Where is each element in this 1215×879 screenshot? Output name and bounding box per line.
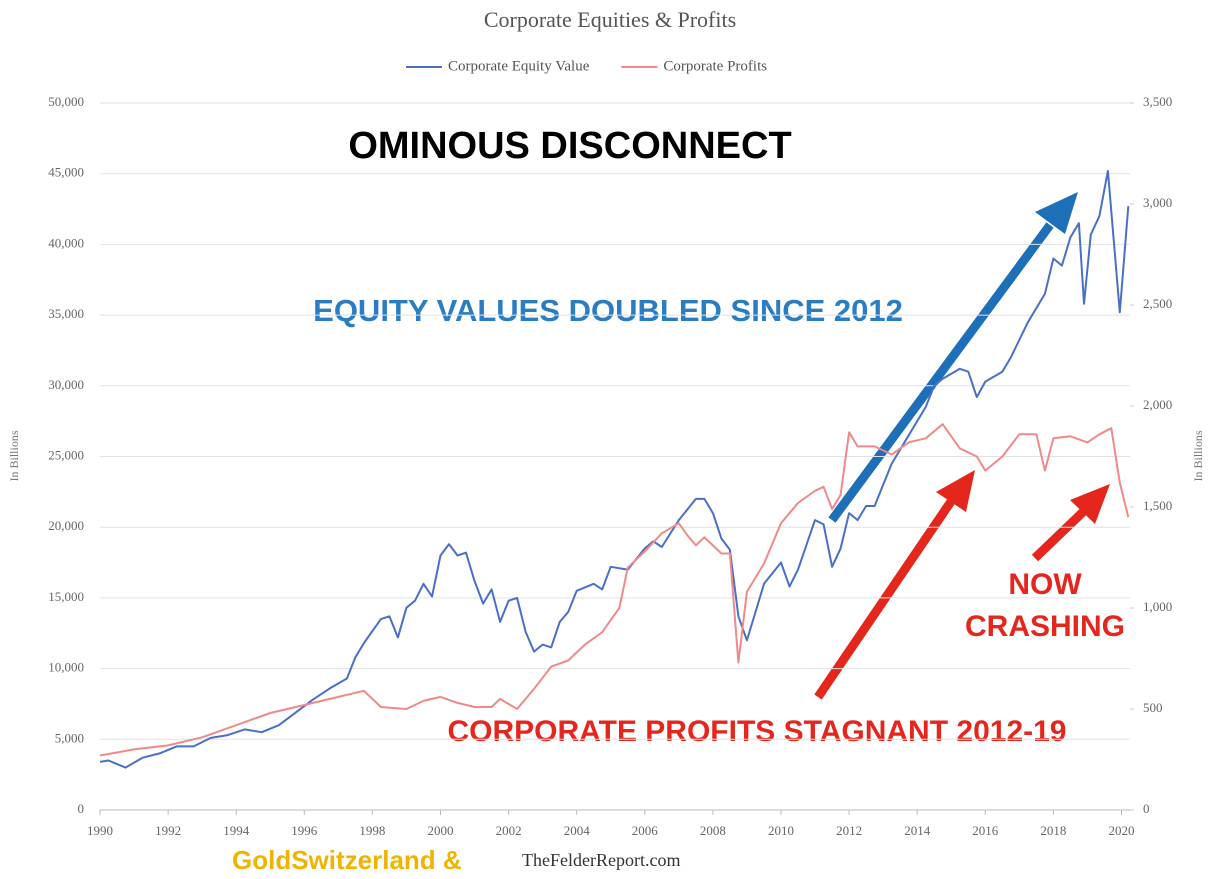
arrow-head [1035, 192, 1078, 234]
y-tick-label: 15,000 [48, 589, 84, 604]
x-tick-label: 2006 [632, 823, 659, 838]
arrow-head [936, 470, 975, 512]
arrow [828, 222, 1054, 523]
x-tick-label: 2020 [1108, 823, 1134, 838]
annotations: OMINOUS DISCONNECT EQUITY VALUES DOUBLED… [313, 125, 1125, 748]
legend-label: Corporate Equity Value [448, 58, 590, 74]
arrow [1031, 506, 1089, 562]
y-tick-label: 40,000 [48, 235, 84, 250]
y-tick-label: 45,000 [48, 165, 84, 180]
annotation: NOW [1008, 568, 1082, 601]
annotation: CORPORATE PROFITS STAGNANT 2012-19 [448, 715, 1067, 748]
y2-tick-label: 3,000 [1143, 195, 1172, 210]
y2-tick-label: 3,500 [1143, 94, 1172, 109]
y2-tick-label: 0 [1143, 801, 1150, 816]
annotation: EQUITY VALUES DOUBLED SINCE 2012 [313, 293, 903, 328]
credit: TheFelderReport.com [522, 850, 680, 870]
y-tick-label: 25,000 [48, 447, 84, 462]
y-tick-label: 50,000 [48, 94, 84, 109]
y2-tick-label: 2,000 [1143, 397, 1172, 412]
y-tick-label: 10,000 [48, 660, 84, 675]
arrow [814, 497, 956, 700]
y-tick-label: 20,000 [48, 518, 84, 533]
x-tick-label: 1996 [291, 823, 318, 838]
y-tick-label: 0 [78, 801, 85, 816]
x-tick-label: 1992 [155, 823, 181, 838]
x-tick-label: 2018 [1040, 823, 1066, 838]
x-tick-label: 2008 [700, 823, 726, 838]
y2-tick-label: 1,000 [1143, 599, 1172, 614]
y2-tick-label: 1,500 [1143, 498, 1172, 513]
legend-label: Corporate Profits [663, 58, 767, 74]
x-tick-label: 2012 [836, 823, 862, 838]
y2-tick-label: 500 [1143, 700, 1163, 715]
x-tick-label: 2014 [904, 823, 931, 838]
x-tick-label: 2000 [427, 823, 453, 838]
annotation: OMINOUS DISCONNECT [348, 125, 791, 167]
x-tick-label: 1990 [87, 823, 113, 838]
arrow-head [1070, 484, 1110, 524]
y2-axis-label: In Billions [1191, 430, 1205, 481]
y2-tick-label: 2,500 [1143, 296, 1172, 311]
annotation: CRASHING [965, 610, 1125, 643]
x-tick-label: 2010 [768, 823, 794, 838]
series-line [99, 169, 1130, 769]
x-tick-label: 1998 [359, 823, 385, 838]
series-line [99, 423, 1130, 757]
y-tick-label: 35,000 [48, 306, 84, 321]
y-axis-label: In Billions [7, 430, 21, 481]
y-tick-label: 30,000 [48, 377, 84, 392]
chart-title: Corporate Equities & Profits [484, 7, 736, 32]
x-tick-label: 2002 [496, 823, 522, 838]
x-tick-label: 2016 [972, 823, 999, 838]
x-tick-label: 2004 [564, 823, 591, 838]
credit: GoldSwitzerland & [232, 845, 462, 875]
x-tick-label: 1994 [223, 823, 250, 838]
y-tick-label: 5,000 [55, 730, 84, 745]
